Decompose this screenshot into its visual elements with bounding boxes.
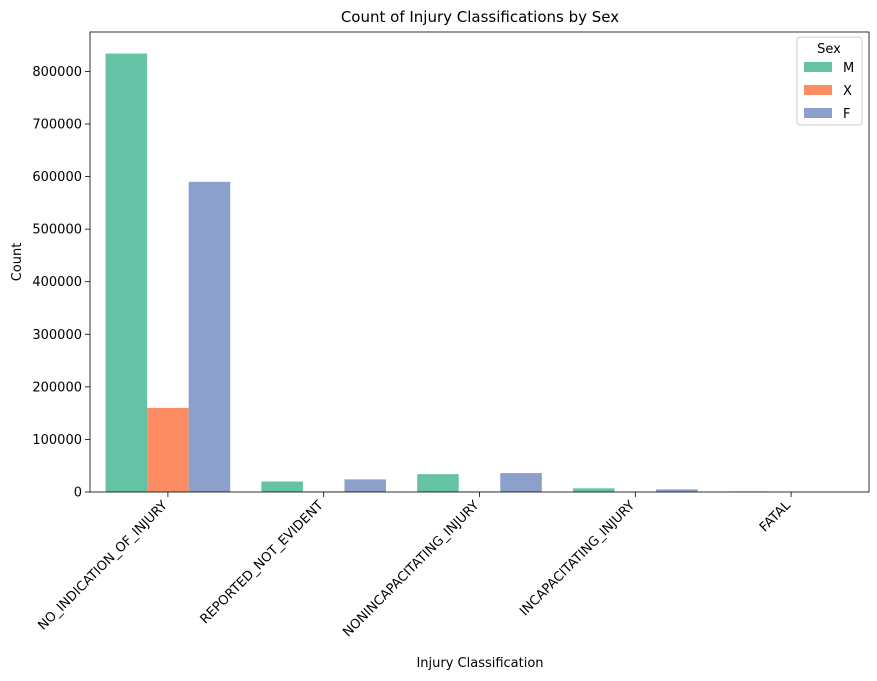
legend-swatch-M <box>804 62 832 72</box>
legend-label-M: M <box>843 61 854 76</box>
y-tick-label: 700000 <box>32 118 82 133</box>
y-tick-label: 300000 <box>32 328 82 343</box>
legend-box <box>796 36 863 126</box>
bar-M-1 <box>105 53 148 493</box>
legend-label-X: X <box>843 84 852 99</box>
legend-label-F: F <box>843 107 850 122</box>
legend-items: MXF <box>804 61 854 122</box>
bar-F-3 <box>500 473 542 492</box>
bar-M-2 <box>261 481 303 492</box>
bar-F-1 <box>188 181 231 492</box>
bar-X-1 <box>147 407 189 492</box>
plot-frame <box>89 31 870 493</box>
y-tick-label: 200000 <box>32 380 82 395</box>
y-tick-label: 600000 <box>32 170 82 185</box>
y-tick-label: 100000 <box>32 433 82 448</box>
chart-title: Count of Injury Classifications by Sex <box>341 8 619 26</box>
y-tick-label: 0 <box>74 486 82 501</box>
y-axis-ticks: 0 100000 200000 300000 400000 500000 600000 700… <box>32 65 90 501</box>
bar-M-3 <box>417 474 459 492</box>
bar-M-4 <box>572 488 615 492</box>
bar-F-4 <box>656 489 698 492</box>
y-tick-label: 400000 <box>32 275 82 290</box>
y-axis-label: Count <box>10 243 25 282</box>
legend: Sex MXF <box>796 36 863 126</box>
legend-swatch-F <box>804 108 832 118</box>
bar-F-2 <box>344 479 387 492</box>
legend-title: Sex <box>817 42 841 57</box>
x-axis-label: Injury Classification <box>416 656 543 671</box>
legend-swatch-X <box>804 85 832 95</box>
y-tick-label: 800000 <box>32 65 82 80</box>
y-tick-label: 500000 <box>32 223 82 238</box>
